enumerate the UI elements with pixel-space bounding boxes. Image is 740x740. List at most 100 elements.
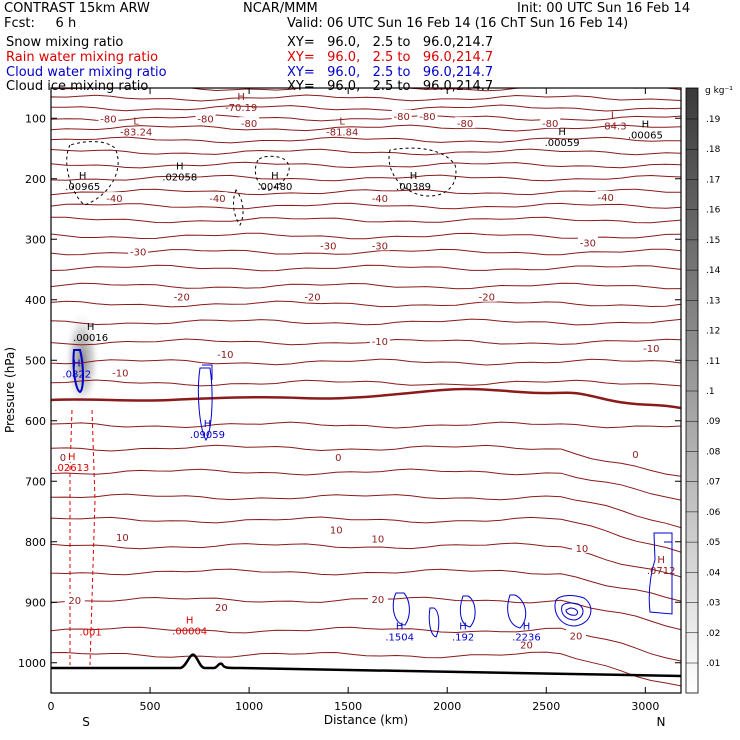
extremum-value: -83.24 [120, 127, 152, 138]
cloud-water-contour [197, 367, 213, 441]
contour-label-bg [369, 239, 390, 251]
colorbar-tick-label: .09 [706, 417, 721, 427]
colorbar [685, 87, 699, 694]
isotherm-label: -30 [320, 241, 336, 252]
contour-label-bg [369, 334, 390, 346]
isotherm-label: -30 [580, 238, 596, 249]
isotherm-label: 0 [60, 453, 66, 464]
contour-label-bg [326, 523, 347, 535]
extremum-marker: L [133, 116, 139, 127]
isotherm-contour [51, 379, 681, 387]
field-label-cloud-water: Cloud water mixing ratio [6, 65, 167, 80]
isotherm-label: -30 [372, 241, 388, 252]
isotherm-contour [51, 568, 681, 602]
extremum-value: .09059 [190, 430, 225, 441]
isotherm-label: -20 [479, 293, 495, 304]
extremum-marker: H [396, 621, 404, 632]
extremum-marker: H [459, 621, 467, 632]
isotherm-label: -80 [457, 119, 473, 130]
colorbar-tick-label: .05 [706, 538, 720, 548]
field-label-snow: Snow mixing ratio [6, 35, 124, 50]
contour-label-bg [112, 530, 133, 542]
isotherm-contour [51, 264, 681, 272]
isotherm-label: 20 [520, 641, 533, 652]
field-xy-rain: XY= 96.0, 2.5 to 96.0,214.7 [287, 50, 494, 65]
isotherm-contour [51, 202, 681, 210]
field-xy-cloud-water: XY= 96.0, 2.5 to 96.0,214.7 [287, 65, 494, 80]
isotherm-label: -80 [542, 119, 558, 130]
colorbar-tick-label: .16 [706, 206, 721, 216]
cloud-water-contour [554, 595, 592, 627]
isotherm-label: -40 [209, 194, 225, 205]
extremum-value: .192 [452, 632, 474, 643]
isotherm-contour [51, 318, 681, 326]
snow-contour [388, 147, 457, 197]
colorbar-tick-label: .1 [706, 387, 715, 397]
freezing-level-contour [51, 387, 681, 410]
cloud-water-contour [507, 594, 527, 629]
extremum-marker: L [611, 110, 617, 121]
isotherm-label: -80 [100, 114, 116, 125]
x-tick-label: 2500 [532, 700, 560, 713]
cloud-water-contour [664, 541, 673, 590]
colorbar-tick-label: .02 [706, 629, 720, 639]
isotherm-contour [51, 358, 681, 366]
isotherm-contour [51, 468, 681, 501]
isotherm-contour [51, 421, 681, 429]
isotherm-label: -80 [419, 112, 435, 123]
cloud-water-contour [428, 607, 440, 638]
snow-contour [233, 189, 244, 226]
isotherm-contour [51, 114, 681, 122]
field-label-rain: Rain water mixing ratio [6, 50, 159, 65]
isotherm-contour [51, 161, 681, 169]
extremum-marker: H [271, 171, 279, 182]
extremum-value: .1504 [385, 632, 414, 643]
isotherm-label: -80 [241, 119, 257, 130]
isotherm-contour [51, 516, 681, 553]
isotherm-label: 20 [372, 595, 385, 606]
x-axis-title: Distance (km) [324, 713, 408, 727]
colorbar-tick-label: .15 [706, 236, 720, 246]
x-tick-label: 3000 [631, 700, 659, 713]
cloud-water-contour [648, 532, 673, 615]
colorbar-tick-label: .17 [706, 175, 720, 185]
isotherm-label: -10 [372, 337, 388, 348]
extremum-value: .00059 [545, 138, 580, 149]
contour-label-bg [98, 112, 119, 124]
isotherm-label: 10 [116, 533, 129, 544]
contour-label-bg [128, 245, 149, 257]
contour-label-bg [476, 290, 497, 302]
isotherm-label: 20 [570, 632, 583, 643]
x-tick-label: 2000 [433, 700, 461, 713]
isotherm-label: -10 [643, 344, 659, 355]
contour-label-bg [367, 593, 388, 605]
isotherm-contour [51, 216, 681, 224]
extremum-marker: H [176, 162, 184, 173]
contour-label-bg [318, 239, 339, 251]
extremum-marker: H [204, 419, 212, 430]
field-label-cloud-ice: Cloud ice mixing ratio [6, 79, 149, 94]
contour-label-bg [110, 366, 131, 378]
forecast-hour: Fcst: 6 h [4, 16, 77, 31]
contour-label-bg [516, 638, 537, 650]
extremum-value: -81.84 [326, 127, 358, 138]
contour-label-bg [455, 117, 476, 129]
isotherm-contour [51, 104, 681, 112]
extremum-marker: H [523, 621, 531, 632]
contour-label-bg [540, 117, 561, 129]
isotherm-contour [51, 188, 681, 196]
extremum-value: .0712 [647, 566, 676, 577]
y-tick-label: 600 [25, 415, 46, 428]
x-tick-label: 1000 [235, 700, 263, 713]
contour-label-bg [641, 342, 662, 354]
isotherm-contour [51, 148, 681, 156]
y-tick-label: 700 [25, 475, 46, 488]
isotherm-label: -10 [112, 368, 128, 379]
isotherm-label: -20 [304, 293, 320, 304]
extremum-marker: H [186, 615, 194, 626]
isotherm-contour [51, 651, 681, 687]
isotherm-contour [51, 124, 681, 132]
contour-label-bg [571, 541, 592, 553]
extremum-marker: H [237, 92, 245, 103]
colorbar-tick-label: .08 [706, 447, 721, 457]
